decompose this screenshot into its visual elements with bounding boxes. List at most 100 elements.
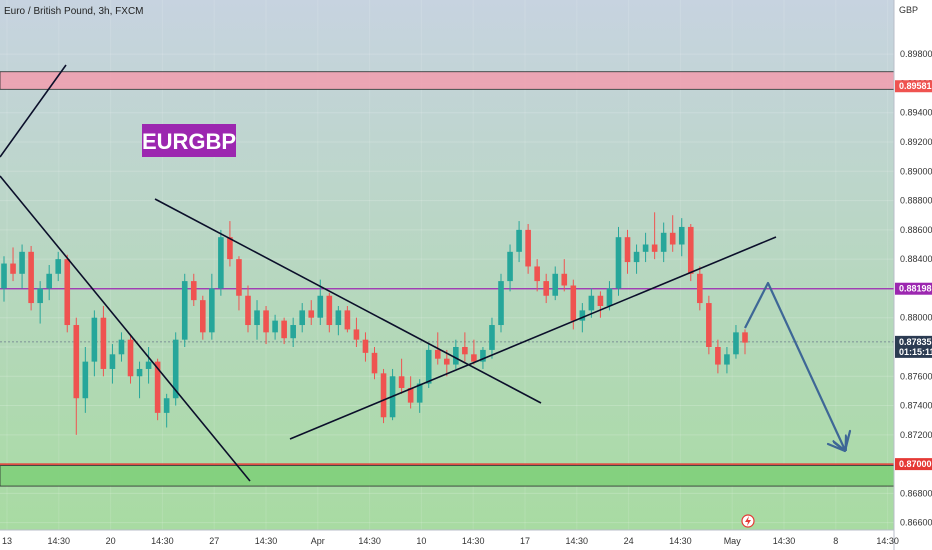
candle-body[interactable]	[678, 226, 685, 245]
candle-body[interactable]	[669, 232, 676, 245]
candle-body[interactable]	[588, 295, 595, 311]
candle-body[interactable]	[498, 281, 504, 326]
time-tick-label: 14:30	[773, 536, 796, 546]
candle-body[interactable]	[416, 383, 423, 403]
candle-body[interactable]	[181, 281, 188, 340]
candle-body[interactable]	[19, 251, 25, 274]
candle-body[interactable]	[335, 310, 342, 326]
trendline-4[interactable]	[289, 236, 777, 440]
projection-arrow[interactable]	[744, 281, 845, 450]
candle-body[interactable]	[380, 373, 387, 418]
chart-zones	[0, 71, 895, 487]
candle-body[interactable]	[706, 303, 712, 347]
candle-body[interactable]	[82, 361, 89, 399]
price-tick-label: 0.87200	[900, 430, 932, 440]
time-axis[interactable]	[0, 530, 894, 550]
candle-body[interactable]	[489, 325, 495, 350]
candle-body[interactable]	[697, 273, 703, 304]
candle-body[interactable]	[299, 310, 306, 326]
candle-body[interactable]	[651, 244, 658, 252]
candle-body[interactable]	[407, 387, 414, 403]
candle-body[interactable]	[118, 339, 125, 355]
trendline-3[interactable]	[154, 198, 542, 404]
candle-body[interactable]	[227, 237, 233, 260]
candle-body[interactable]	[534, 266, 540, 282]
candle-body[interactable]	[724, 354, 730, 365]
candle-body[interactable]	[163, 398, 170, 413]
candle-body[interactable]	[263, 310, 269, 333]
candle-body[interactable]	[660, 232, 667, 252]
candle-body[interactable]	[561, 273, 568, 286]
candle-body[interactable]	[480, 349, 486, 362]
candle-body[interactable]	[606, 288, 613, 306]
candle-body[interactable]	[127, 339, 134, 377]
candle-body[interactable]	[245, 295, 251, 326]
candle-body[interactable]	[1, 263, 7, 289]
candle-body[interactable]	[55, 259, 62, 274]
candle-body[interactable]	[100, 317, 107, 369]
time-tick-label: 8	[833, 536, 838, 546]
candle-body[interactable]	[326, 295, 333, 326]
candle-body[interactable]	[742, 332, 748, 343]
candle-body[interactable]	[516, 229, 522, 252]
candle-body[interactable]	[172, 339, 179, 399]
candle-body[interactable]	[344, 310, 351, 330]
bolt-icon[interactable]	[741, 514, 755, 528]
candle-body[interactable]	[471, 354, 477, 362]
candle-body[interactable]	[462, 346, 468, 355]
candle-body[interactable]	[398, 376, 405, 388]
time-tick-label: 14:30	[462, 536, 485, 546]
candle-body[interactable]	[154, 361, 161, 413]
candle-body[interactable]	[91, 317, 98, 362]
candle-body[interactable]	[633, 251, 640, 263]
candle-body[interactable]	[46, 273, 52, 289]
candle-body[interactable]	[73, 325, 80, 399]
candle-body[interactable]	[543, 281, 549, 296]
candle-body[interactable]	[371, 352, 378, 374]
candle-body[interactable]	[642, 244, 649, 252]
candle-body[interactable]	[624, 237, 631, 263]
trendline-2[interactable]	[0, 175, 251, 482]
price-tag-label: 0.87000	[899, 459, 932, 469]
candle-body[interactable]	[200, 300, 206, 333]
candle-body[interactable]	[507, 251, 513, 282]
candle-body[interactable]	[136, 368, 143, 377]
candle-body[interactable]	[425, 349, 432, 384]
price-tag-0.87835	[895, 335, 932, 358]
candle-body[interactable]	[145, 361, 152, 369]
candle-body[interactable]	[353, 329, 360, 340]
candle-body[interactable]	[209, 288, 215, 333]
candle-body[interactable]	[552, 273, 559, 296]
candle-body[interactable]	[109, 354, 116, 369]
candle-body[interactable]	[218, 237, 224, 289]
candle-body[interactable]	[434, 349, 441, 359]
candle-body[interactable]	[570, 285, 577, 321]
candle-body[interactable]	[236, 259, 242, 296]
candle-body[interactable]	[254, 310, 260, 326]
candle-body[interactable]	[687, 226, 694, 274]
candle-body[interactable]	[28, 251, 34, 304]
candle-body[interactable]	[597, 295, 604, 306]
candle-body[interactable]	[453, 346, 459, 365]
candle-body[interactable]	[733, 332, 739, 355]
candle-body[interactable]	[290, 325, 296, 339]
trendline-1[interactable]	[0, 64, 67, 158]
candle-body[interactable]	[64, 259, 71, 326]
price-tick-label: 0.88600	[900, 225, 932, 235]
candle-body[interactable]	[308, 310, 315, 318]
candle-body[interactable]	[37, 288, 43, 304]
candle-body[interactable]	[579, 310, 586, 321]
candle-body[interactable]	[525, 229, 531, 267]
candle-body[interactable]	[362, 339, 369, 353]
candle-body[interactable]	[190, 281, 197, 301]
candle-body[interactable]	[281, 320, 287, 339]
candle-body[interactable]	[272, 320, 278, 333]
candle-body[interactable]	[317, 295, 324, 318]
candle-body[interactable]	[615, 237, 622, 289]
candle-body[interactable]	[443, 358, 450, 365]
time-tick-label: 14:30	[358, 536, 381, 546]
candle-body[interactable]	[715, 346, 721, 365]
chart-drawings[interactable]	[0, 64, 852, 482]
candle-body[interactable]	[10, 263, 16, 274]
